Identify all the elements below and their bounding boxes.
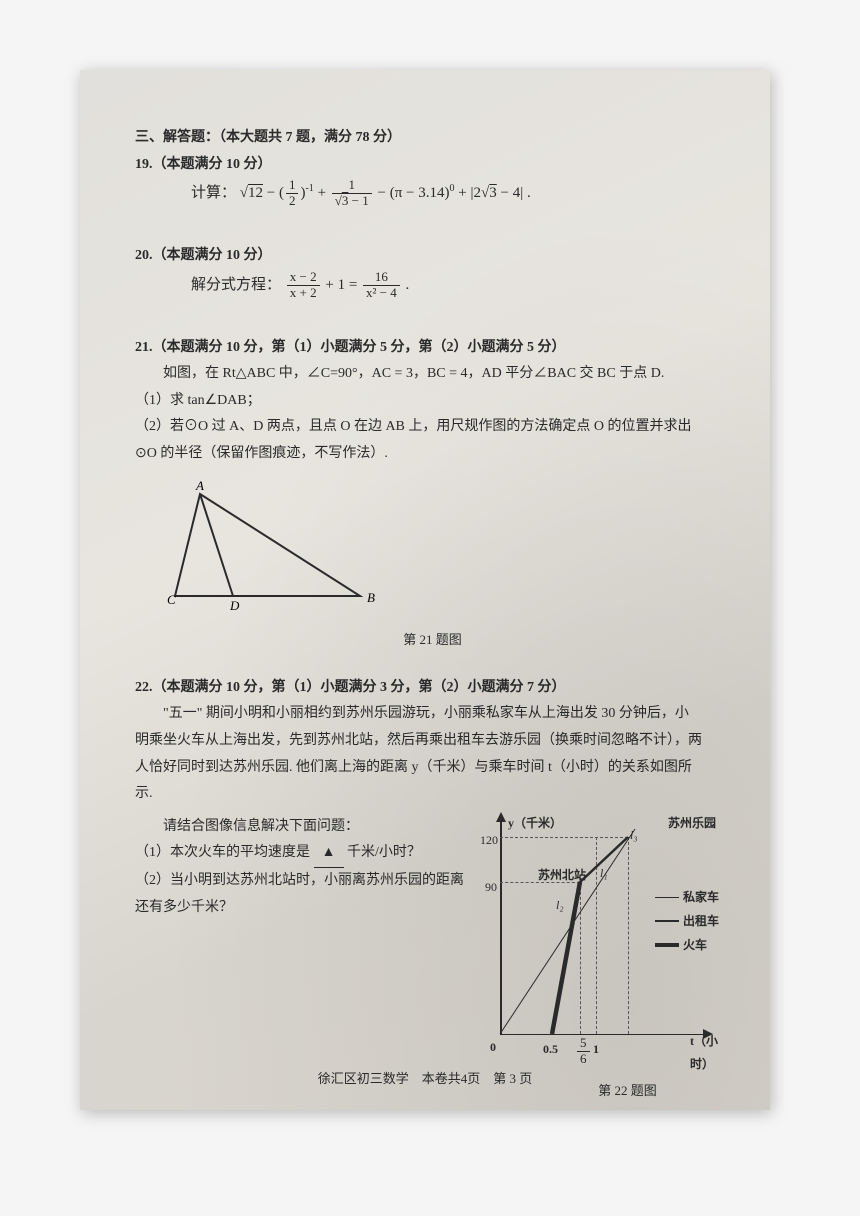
svg-text:A: A (195, 478, 204, 493)
section-title: 三、解答题：（本大题共 7 题，满分 78 分） (135, 125, 730, 152)
q21-caption: 第 21 题图 (135, 628, 730, 653)
q22-para3: 人恰好同时到达苏州乐园. 他们离上海的距离 y（千米）与乘车时间 t（小时）的关… (135, 755, 730, 782)
q22-para1: "五一" 期间小明和小丽相约到苏州乐园游玩，小丽乘私家车从上海出发 30 分钟后… (135, 701, 730, 728)
exam-page: 三、解答题：（本大题共 7 题，满分 78 分） 19.（本题满分 10 分） … (80, 70, 770, 1110)
q21-part2a: （2）若⊙O 过 A、D 两点，且点 O 在边 AB 上，用尺规作图的方法确定点… (135, 414, 730, 441)
q19: 19.（本题满分 10 分） (135, 152, 730, 179)
q22-part2: （2）当小明到达苏州北站时，小丽离苏州乐园的距离还有多少千米？ (135, 868, 465, 921)
q22-part1: （1）本次火车的平均速度是 ▲ 千米/小时？ (135, 840, 465, 868)
q21-heading: 21.（本题满分 10 分，第（1）小题满分 5 分，第（2）小题满分 5 分） (135, 340, 566, 355)
q21-part1: （1）求 tan∠DAB； (135, 388, 730, 415)
svg-text:D: D (229, 598, 240, 613)
q21: 21.（本题满分 10 分，第（1）小题满分 5 分，第（2）小题满分 5 分） (135, 335, 730, 362)
q22-chart: y（千米） 苏州乐园 苏州北站 t（小时） 120 90 0 0.5 56 1 (460, 814, 730, 1074)
q21-figure: A B C D 第 21 题图 (135, 468, 730, 653)
q21-part2b: ⊙O 的半径（保留作图痕迹，不写作法）. (135, 441, 730, 468)
q20-heading: 20.（本题满分 10 分） (135, 248, 272, 263)
q22-left-column: 请结合图像信息解决下面问题： （1）本次火车的平均速度是 ▲ 千米/小时？ （2… (135, 814, 465, 921)
page-footer: 徐汇区初三数学 本卷共4页 第 3 页 (80, 1067, 770, 1092)
q22: 22.（本题满分 10 分，第（1）小题满分 3 分，第（2）小题满分 7 分） (135, 675, 730, 702)
q22-para2: 明乘坐火车从上海出发，先到苏州北站，然后再乘出租车去游乐园（换乘时间忽略不计），… (135, 728, 730, 755)
q19-formula: 计算： 12 − (12)-1 + 13 − 1 − (π − 3.14)0 +… (135, 178, 730, 209)
triangle-svg: A B C D (135, 476, 395, 616)
q22-para4: 示. (135, 781, 730, 808)
q21-line1: 如图，在 Rt△ABC 中，∠C=90°，AC = 3，BC = 4，AD 平分… (135, 361, 730, 388)
q20: 20.（本题满分 10 分） (135, 243, 730, 270)
svg-text:B: B (367, 590, 375, 605)
q19-heading: 19.（本题满分 10 分） (135, 157, 272, 172)
q20-formula: 解分式方程： x − 2x + 2 + 1 = 16x² − 4 . (135, 270, 730, 301)
q22-lead2: 请结合图像信息解决下面问题： (135, 814, 465, 841)
svg-text:C: C (167, 592, 176, 607)
q22-heading: 22.（本题满分 10 分，第（1）小题满分 3 分，第（2）小题满分 7 分） (135, 680, 566, 695)
